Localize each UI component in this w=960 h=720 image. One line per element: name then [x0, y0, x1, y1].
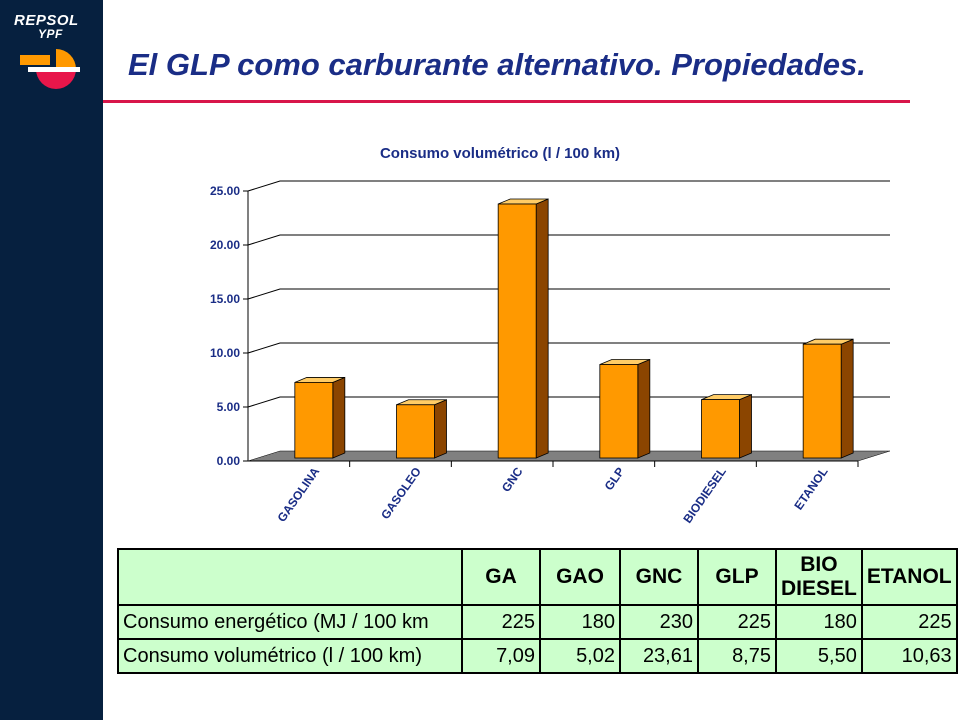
- sidebar: REPSOL YPF: [0, 0, 103, 720]
- bar: [497, 203, 537, 459]
- table-cell: 10,63: [860, 638, 958, 674]
- table-cell: 7,09: [461, 638, 541, 674]
- table-cell: 225: [697, 604, 777, 640]
- table-header-cell: GA: [461, 548, 541, 606]
- table-cell: 5,02: [539, 638, 621, 674]
- table-cell: 8,75: [697, 638, 777, 674]
- consumption-table: GA GAO GNC GLP BIO DIESEL ETANOL Consumo energ…: [117, 548, 958, 674]
- y-tick-label: 15.00: [210, 292, 240, 306]
- table-cell: 23,61: [619, 638, 699, 674]
- x-tick-label: GASOLINA: [274, 464, 322, 524]
- table-header-cell: BIO DIESEL: [775, 548, 863, 606]
- title-divider: [103, 100, 910, 103]
- table-cell: 230: [619, 604, 699, 640]
- gridline: [247, 180, 890, 192]
- repsol-logo-icon: [20, 49, 80, 89]
- table-header-cell: GAO: [539, 548, 621, 606]
- table-row-label: Consumo energético (MJ / 100 km: [117, 604, 463, 640]
- gridline: [247, 288, 890, 300]
- chart-title: Consumo volumétrico (l / 100 km): [380, 145, 620, 162]
- table-row-label: Consumo volumétrico (l / 100 km): [117, 638, 463, 674]
- table-cell: 225: [860, 604, 958, 640]
- gridline: [247, 342, 890, 354]
- bar-side: [637, 358, 651, 459]
- table-header-row: GA GAO GNC GLP BIO DIESEL ETANOL: [117, 548, 958, 606]
- y-tick-label: 0.00: [217, 454, 241, 468]
- bar: [294, 382, 334, 459]
- bar: [396, 404, 435, 459]
- table-cell: 225: [461, 604, 541, 640]
- y-tick-label: 5.00: [217, 400, 241, 414]
- slide-title: El GLP como carburante alternativo. Prop…: [128, 47, 866, 82]
- y-tick-label: 10.00: [210, 346, 240, 360]
- x-tick-label: GASOLEO: [378, 465, 424, 522]
- table-header-cell: GLP: [697, 548, 777, 606]
- table-cell: 5,50: [775, 638, 863, 674]
- table-cell: 180: [775, 604, 863, 640]
- brand-subname: YPF: [38, 27, 63, 41]
- bar-side: [434, 399, 447, 459]
- gridline: [247, 396, 890, 408]
- bar-side: [535, 198, 549, 459]
- bar-side: [739, 394, 752, 459]
- y-tick-label: 20.00: [210, 238, 240, 252]
- x-tick-label: GLP: [602, 465, 628, 493]
- bar-chart: Consumo volumétrico (l / 100 km) 0.00 5.00…: [210, 145, 890, 526]
- x-tick-label: GNC: [499, 464, 526, 494]
- bar: [599, 364, 639, 459]
- brand-name: REPSOL: [14, 12, 79, 29]
- bar-side: [840, 338, 854, 459]
- bar: [701, 399, 740, 459]
- x-tick-label: BIODIESEL: [680, 465, 729, 526]
- bar-side: [332, 376, 346, 459]
- bar: [802, 343, 842, 459]
- table-cell: 180: [539, 604, 621, 640]
- y-tick-label: 25.00: [210, 184, 240, 198]
- table-row: Consumo volumétrico (l / 100 km) 7,09 5,02…: [117, 638, 958, 674]
- table-row: Consumo energético (MJ / 100 km 225 180 230…: [117, 604, 958, 640]
- gridline: [247, 234, 890, 246]
- table-corner-cell: [117, 548, 463, 606]
- x-tick-label: ETANOL: [791, 465, 830, 513]
- table-header-cell: ETANOL: [860, 548, 958, 606]
- table-header-cell: GNC: [619, 548, 699, 606]
